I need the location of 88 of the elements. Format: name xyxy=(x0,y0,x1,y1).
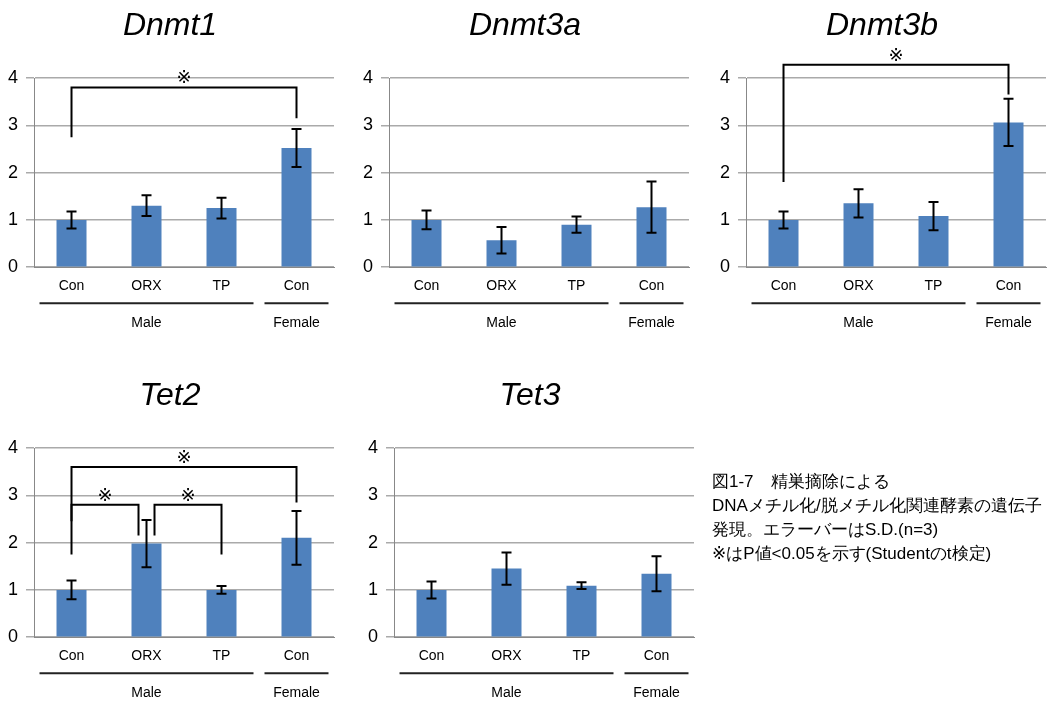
bar xyxy=(56,219,87,267)
text: Female xyxy=(633,684,681,701)
x-tick-label: ORX xyxy=(486,277,518,294)
y-tick-label: 4 xyxy=(8,436,19,457)
x-tick-label: Con xyxy=(770,277,797,294)
text: Male xyxy=(131,684,162,701)
text: Female xyxy=(628,314,676,331)
x-tick-label: ORX xyxy=(491,647,523,664)
annotation: ※ xyxy=(97,484,113,505)
y-tick-label: 4 xyxy=(363,66,374,87)
y-tick-label: 2 xyxy=(363,161,374,182)
x-tick-label: Con xyxy=(413,277,440,294)
y-tick-label: 0 xyxy=(720,256,731,277)
text: Male xyxy=(491,684,522,701)
text: Female xyxy=(273,684,321,701)
y-tick-label: 3 xyxy=(363,114,374,135)
chart-title: Dnmt3a xyxy=(467,6,582,43)
y-tick-label: 3 xyxy=(720,114,731,135)
chart-title: Tet2 xyxy=(138,376,202,413)
text: Male xyxy=(843,314,874,331)
bar xyxy=(566,585,597,637)
x-tick-label: Con xyxy=(643,647,670,664)
y-tick-label: 3 xyxy=(8,114,19,135)
chart-title: Dnmt1 xyxy=(121,6,219,43)
y-tick-label: 0 xyxy=(363,256,374,277)
bar xyxy=(843,203,874,267)
bar xyxy=(491,568,522,637)
bar xyxy=(281,148,312,267)
y-tick-label: 2 xyxy=(368,531,379,552)
x-tick-label: TP xyxy=(567,277,586,294)
y-tick-label: 2 xyxy=(8,531,19,552)
y-tick-label: 1 xyxy=(8,578,19,599)
x-tick-label: Con xyxy=(283,647,310,664)
text: ※はP値<0.05を示す(Studentのt検定) xyxy=(712,543,993,565)
bar xyxy=(206,208,237,267)
y-tick-label: 0 xyxy=(8,256,19,277)
x-tick-label: Con xyxy=(58,647,85,664)
y-tick-label: 4 xyxy=(368,436,379,457)
bar xyxy=(206,589,237,637)
bar xyxy=(561,224,592,267)
bar xyxy=(411,219,442,267)
y-tick-label: 3 xyxy=(368,484,379,505)
bar xyxy=(486,240,517,267)
chart-title: Dnmt3b xyxy=(824,6,939,43)
y-tick-label: 0 xyxy=(8,626,19,647)
x-tick-label: Con xyxy=(638,277,665,294)
y-tick-label: 1 xyxy=(368,578,379,599)
bar xyxy=(416,589,447,637)
y-tick-label: 4 xyxy=(720,66,731,87)
bar xyxy=(768,219,799,267)
annotation: ※ xyxy=(176,446,192,467)
y-tick-label: 1 xyxy=(8,208,19,229)
y-tick-label: 1 xyxy=(720,208,731,229)
x-tick-label: TP xyxy=(212,277,231,294)
chart-title: Tet3 xyxy=(498,376,562,413)
bar xyxy=(281,537,312,637)
text: DNAメチル化/脱メチル化関連酵素の遺伝子発現。エラーバーはS.D.(n=3) xyxy=(712,495,1043,541)
y-tick-label: 2 xyxy=(8,161,19,182)
bar xyxy=(131,205,162,267)
x-tick-label: TP xyxy=(924,277,943,294)
text: Male xyxy=(486,314,517,331)
y-tick-label: 4 xyxy=(8,66,19,87)
text: Male xyxy=(131,314,162,331)
x-tick-label: ORX xyxy=(843,277,875,294)
annotation: ※ xyxy=(176,67,192,88)
x-tick-label: ORX xyxy=(131,277,163,294)
text: Female xyxy=(273,314,321,331)
x-tick-label: TP xyxy=(572,647,591,664)
bar xyxy=(56,589,87,637)
y-tick-label: 1 xyxy=(363,208,374,229)
x-tick-label: TP xyxy=(212,647,231,664)
bar xyxy=(918,216,949,267)
text: Female xyxy=(985,314,1033,331)
x-tick-label: Con xyxy=(418,647,445,664)
x-tick-label: Con xyxy=(995,277,1022,294)
annotation: ※ xyxy=(180,484,196,505)
bar xyxy=(641,573,672,637)
x-tick-label: Con xyxy=(58,277,85,294)
bar xyxy=(131,543,162,637)
bar xyxy=(636,207,667,267)
text: ※ xyxy=(888,44,904,65)
y-tick-label: 3 xyxy=(8,484,19,505)
y-tick-label: 2 xyxy=(720,161,731,182)
caption: 図1-7 精巣摘除による xyxy=(712,471,891,493)
x-tick-label: Con xyxy=(283,277,310,294)
bar xyxy=(993,122,1024,267)
y-tick-label: 0 xyxy=(368,626,379,647)
x-tick-label: ORX xyxy=(131,647,163,664)
